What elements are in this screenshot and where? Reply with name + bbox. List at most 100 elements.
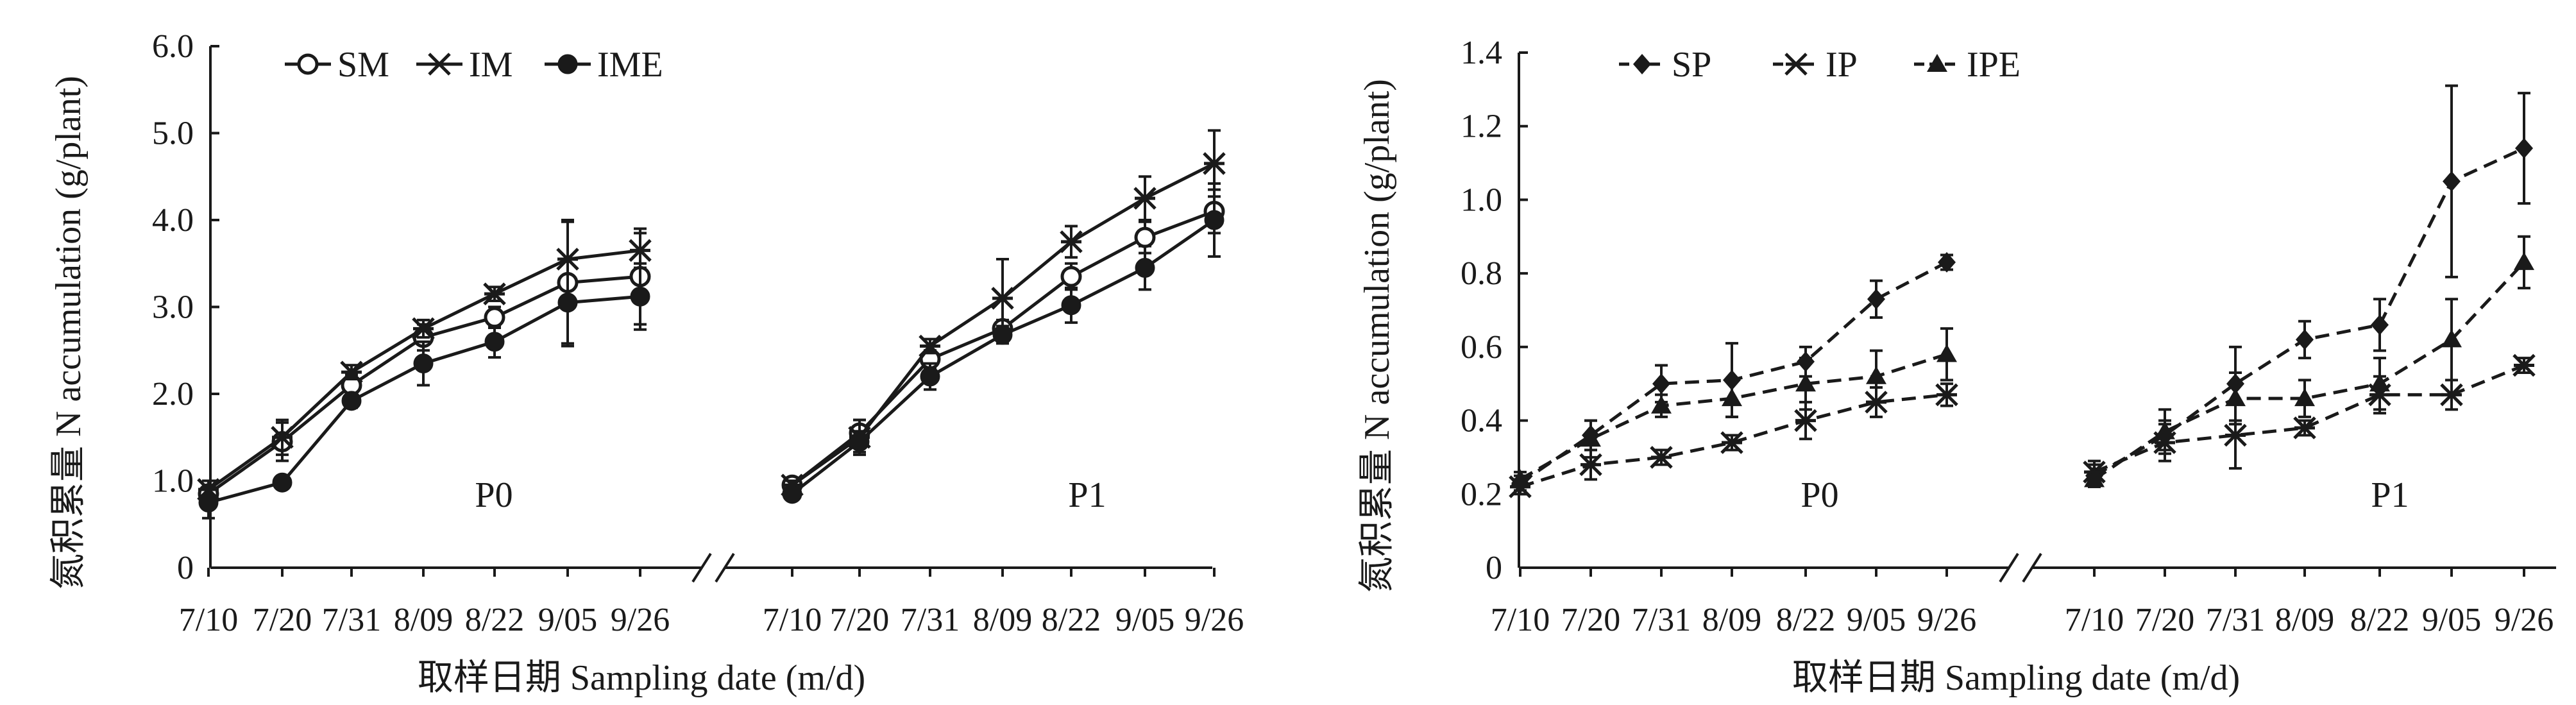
series-ime (198, 182, 1224, 520)
y-tick-label: 1.0 (152, 463, 194, 500)
y-tick-label: 0 (1486, 550, 1502, 586)
x-axis-title: 取样日期 Sampling date (m/d) (418, 658, 865, 698)
x-tick-label: 9/05 (1847, 602, 1906, 638)
legend-item-sm: SM (285, 45, 389, 85)
y-tick-label: 3.0 (152, 289, 194, 326)
data-point (991, 287, 1014, 310)
x-tick-label: 7/10 (763, 602, 822, 638)
x-tick-label: 8/09 (2275, 602, 2334, 638)
y-tick-label: 0.6 (1461, 329, 1502, 366)
legend-item-sp: SP (1619, 45, 1711, 85)
data-point (1795, 373, 1816, 392)
series-ipe (1510, 235, 2534, 488)
data-point (2371, 314, 2389, 336)
x-tick-label: 9/05 (538, 602, 597, 638)
data-point (1651, 395, 1672, 414)
data-point (557, 293, 578, 313)
data-point (1722, 388, 1742, 407)
x-tick-label: 8/09 (973, 602, 1032, 638)
data-point (413, 353, 434, 374)
data-point (2224, 423, 2247, 447)
legend-marker (1784, 53, 1808, 76)
legend-item-ipe: IPE (1914, 45, 2021, 85)
data-point (2515, 138, 2533, 159)
y-tick-label: 0 (177, 550, 194, 586)
legend-marker (1927, 54, 1947, 72)
data-point (2155, 421, 2175, 439)
data-point (1134, 226, 1156, 248)
data-point (484, 332, 505, 352)
y-tick-label: 0.4 (1461, 403, 1502, 439)
x-tick-label: 7/31 (1632, 602, 1691, 638)
data-point (198, 492, 219, 513)
x-axis-title: 取样日期 Sampling date (m/d) (1792, 658, 2240, 698)
data-point (1135, 258, 1155, 278)
data-point (1794, 409, 1817, 432)
legend-item-im: IM (416, 45, 513, 85)
series-sm (198, 188, 1225, 505)
data-point (920, 366, 940, 387)
x-tick-label: 7/10 (179, 602, 238, 638)
x-tick-label: 9/26 (1917, 602, 1976, 638)
x-tick-label: 8/09 (394, 602, 453, 638)
x-tick-label: 7/20 (830, 602, 889, 638)
x-tick-label: 7/20 (2135, 602, 2194, 638)
axis-break-mark (715, 552, 735, 583)
data-point (341, 391, 362, 411)
data-point (1060, 266, 1082, 287)
x-tick-label: 7/10 (1491, 602, 1550, 638)
data-point (992, 325, 1013, 345)
data-point (1203, 152, 1226, 175)
data-point (2443, 171, 2461, 192)
legend-label: IME (597, 45, 663, 85)
x-tick-label: 7/31 (901, 602, 960, 638)
x-tick-label: 9/26 (1185, 602, 1244, 638)
axis-break-mark (2022, 552, 2042, 583)
data-point (2296, 329, 2314, 350)
x-tick-label: 7/20 (1561, 602, 1620, 638)
legend-marker (297, 53, 319, 75)
axis-break-mark (691, 552, 712, 583)
y-tick-label: 6.0 (152, 28, 194, 65)
axis-break-mark (1999, 552, 2019, 583)
legend-marker (557, 54, 578, 74)
data-point (2512, 353, 2536, 377)
legend-label: IPE (1967, 45, 2021, 85)
x-tick-label: 8/22 (1042, 602, 1101, 638)
x-tick-label: 8/09 (1702, 602, 1761, 638)
y-tick-label: 1.4 (1461, 35, 1502, 71)
y-axis-title: 氮积累量 N accumulation (g/plant) (49, 76, 89, 590)
data-point (1936, 344, 1957, 362)
data-point (1580, 429, 1601, 447)
data-point (1133, 187, 1157, 210)
x-tick-label: 9/26 (611, 602, 670, 638)
y-tick-label: 1.0 (1461, 182, 1502, 218)
x-tick-label: 9/26 (2495, 602, 2554, 638)
series-sp (1511, 84, 2533, 494)
x-tick-label: 7/31 (2206, 602, 2265, 638)
data-point (340, 361, 363, 384)
chart-right-n-accumulation-p: 0 0.2 0.4 0.6 0.8 1.0 1.2 1.4 7/10 7/20 7/31 8/09 8/… (1357, 35, 2556, 698)
data-point (2441, 329, 2462, 348)
data-point (1579, 453, 1602, 477)
data-point (272, 472, 292, 493)
y-axis-title: 氮积累量 N accumulation (g/plant) (1357, 79, 1397, 593)
series-line-ip-p1 (2094, 364, 2525, 474)
legend-item-ime: IME (545, 45, 663, 85)
data-point (1650, 446, 1673, 469)
x-tick-label: 9/05 (2422, 602, 2481, 638)
group-label-p1: P1 (1068, 475, 1106, 515)
y-tick-label: 1.2 (1461, 108, 1502, 145)
data-point (2369, 373, 2390, 392)
x-tick-label: 8/22 (1776, 602, 1835, 638)
data-point (919, 334, 942, 358)
legend-marker (428, 53, 451, 76)
legend-label: IP (1826, 45, 1858, 85)
data-point (1060, 230, 1083, 253)
data-point (1720, 431, 1743, 454)
group-label-p0: P0 (475, 475, 513, 515)
legend-label: SP (1672, 45, 1711, 85)
data-point (630, 286, 650, 307)
data-point (412, 317, 435, 341)
legend-marker (1633, 54, 1651, 74)
